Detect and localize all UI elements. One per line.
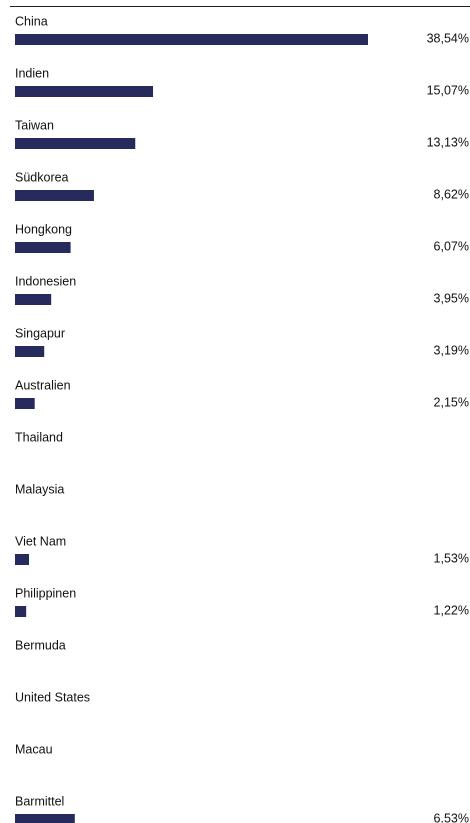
- category-label: Indonesien: [15, 274, 76, 288]
- value-label: 8,62%: [434, 187, 469, 201]
- value-label: 13,13%: [427, 135, 469, 149]
- bar: [15, 138, 136, 149]
- category-label: Bermuda: [15, 638, 66, 652]
- category-label: Hongkong: [15, 222, 72, 236]
- category-label: Singapur: [15, 326, 65, 340]
- bar: [15, 398, 35, 409]
- bar: [15, 34, 368, 45]
- value-label: 38,54%: [427, 31, 469, 45]
- category-label: United States: [15, 690, 90, 704]
- category-label: Viet Nam: [15, 534, 66, 548]
- value-label: 3,95%: [434, 291, 469, 305]
- category-label: China: [15, 14, 48, 28]
- bar: [15, 606, 27, 617]
- category-label: Taiwan: [15, 118, 54, 132]
- category-label: Malaysia: [15, 482, 64, 496]
- bar: [15, 554, 30, 565]
- bar: [15, 346, 45, 357]
- category-label: Südkorea: [15, 170, 69, 184]
- value-label: 1,53%: [434, 551, 469, 565]
- bar: [15, 294, 52, 305]
- category-label: Barmittel: [15, 794, 64, 808]
- category-label: Indien: [15, 66, 49, 80]
- value-label: 3,19%: [434, 343, 469, 357]
- category-label: Australien: [15, 378, 71, 392]
- category-label: Philippinen: [15, 586, 76, 600]
- value-label: 2,15%: [434, 395, 469, 409]
- value-label: 6,07%: [434, 239, 469, 253]
- value-label: 1,22%: [434, 603, 469, 617]
- bar: [15, 190, 94, 201]
- bar: [15, 242, 71, 253]
- bar: [15, 814, 75, 823]
- bar: [15, 86, 154, 97]
- category-label: Macau: [15, 742, 53, 756]
- value-label: 15,07%: [427, 83, 469, 97]
- category-label: Thailand: [15, 430, 63, 444]
- value-label: 6.53%: [434, 811, 469, 823]
